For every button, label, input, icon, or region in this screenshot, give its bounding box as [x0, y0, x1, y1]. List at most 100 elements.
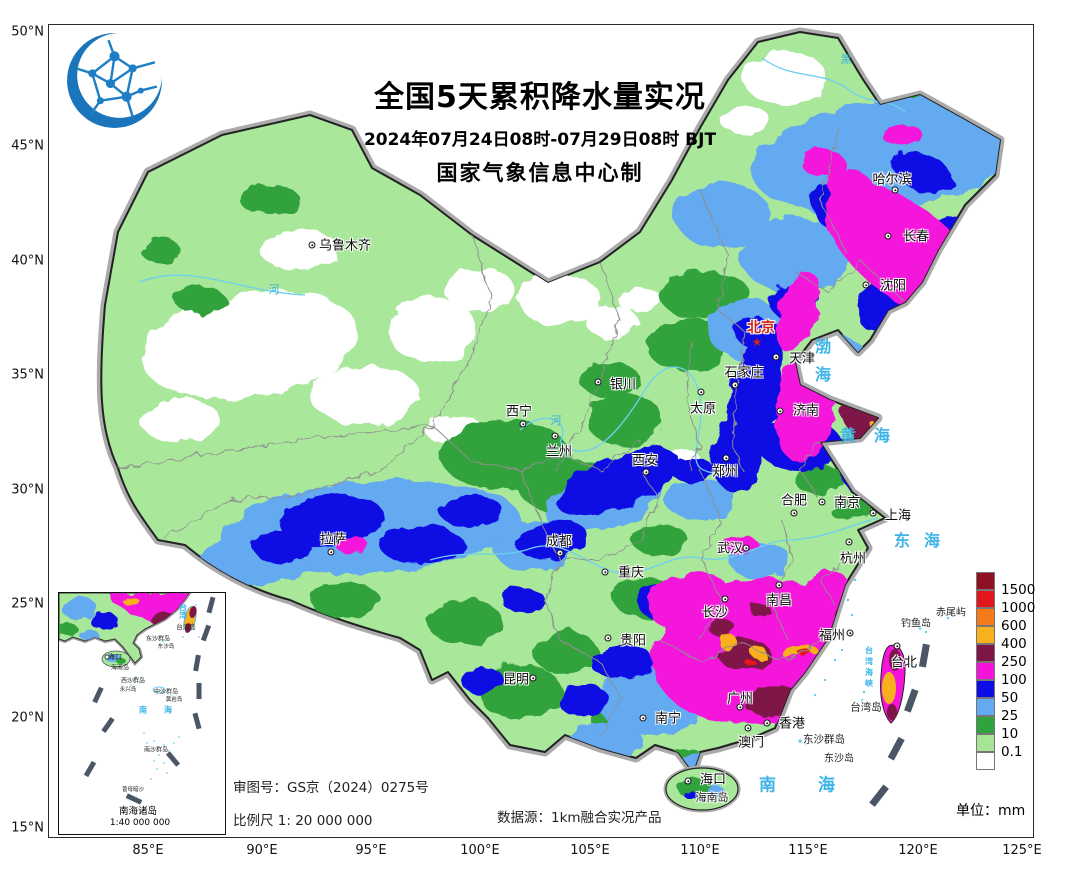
- inset-label-东沙岛: 东沙岛: [157, 644, 175, 650]
- sea-label-东海: 东海: [893, 531, 955, 550]
- legend-swatch-250: [976, 644, 995, 662]
- city-marker-南京: [818, 498, 826, 506]
- city-label-重庆: 重庆: [617, 565, 645, 581]
- city-label-台北: 台北: [890, 655, 918, 671]
- city-marker-西宁: [519, 420, 527, 428]
- lat-tick-45°N: 45°N: [11, 138, 44, 154]
- city-label-广州: 广州: [726, 691, 754, 707]
- city-marker-澳门: [744, 724, 752, 732]
- inset-nine-dash-line: [83, 596, 216, 805]
- inset-label-海口: 海口: [108, 653, 122, 661]
- inset-label-台湾岛: 台湾岛: [176, 623, 196, 631]
- south-china-sea-inset: 台湾 台湾岛 东沙群岛 东沙岛 海口 海南岛 西沙群岛 永兴岛 中沙群岛 黄岩岛南 海南沙群岛 曾母暗…: [58, 592, 226, 835]
- nine-dash-line: [869, 643, 930, 807]
- legend-value-1500: 1500: [1001, 582, 1036, 598]
- city-marker-贵阳: [604, 634, 612, 642]
- taiwan-island: [880, 644, 906, 724]
- river-label-河: 河: [268, 283, 280, 296]
- inset-label-黄岩岛: 黄岩岛: [165, 697, 183, 703]
- city-label-海口: 海口: [699, 772, 727, 788]
- inset-caption: 南海诸岛: [118, 806, 158, 817]
- legend-swatch-100: [976, 662, 995, 680]
- island-label-东沙群岛: 东沙群岛: [803, 733, 845, 746]
- lon-tick-105°E: 105°E: [570, 843, 610, 858]
- legend-swatch-0.1: [976, 734, 995, 752]
- lat-tick-20°N: 20°N: [11, 710, 44, 726]
- island-label-台湾岛: 台湾岛: [850, 701, 882, 714]
- city-marker-台北: [893, 642, 901, 650]
- island-label-海南岛: 海南岛: [695, 791, 729, 804]
- legend-value-0.1: 0.1: [1001, 744, 1023, 760]
- sea-label-台湾海峡: 台湾海峡: [864, 646, 874, 690]
- city-marker-拉萨: [327, 548, 335, 556]
- island-label-赤尾屿: 赤尾屿: [936, 607, 966, 619]
- city-marker-石家庄: [731, 381, 739, 389]
- city-label-南昌: 南昌: [765, 593, 793, 609]
- capital-star-marker: ★: [751, 335, 763, 349]
- city-label-乌鲁木齐: 乌鲁木齐: [318, 238, 372, 254]
- city-label-石家庄: 石家庄: [724, 365, 764, 381]
- data-source: 数据源：1km融合实况产品: [497, 810, 662, 826]
- inset-label-南沙群岛: 南沙群岛: [143, 746, 169, 754]
- city-marker-长春: [884, 232, 892, 240]
- city-label-澳门: 澳门: [737, 735, 765, 751]
- legend-swatch-10: [976, 716, 995, 734]
- city-marker-哈尔滨: [891, 186, 899, 194]
- inset-labels: 台湾 台湾岛 东沙群岛 东沙岛 海口 海南岛 西沙群岛 永兴岛 中沙群岛 黄岩岛南 海南沙群岛 曾母暗…: [59, 593, 225, 834]
- city-marker-长沙: [721, 595, 729, 603]
- city-label-济南: 济南: [792, 403, 820, 419]
- legend-swatch-50: [976, 680, 995, 698]
- inset-label-海南岛: 海南岛: [110, 664, 130, 672]
- city-marker-福州: [846, 629, 854, 637]
- legend-swatch-below-min: [976, 752, 995, 770]
- lat-tick-35°N: 35°N: [11, 367, 44, 383]
- lon-tick-115°E: 115°E: [788, 843, 828, 858]
- rivers: [139, 57, 906, 574]
- city-marker-成都: [556, 549, 564, 557]
- city-marker-重庆: [601, 568, 609, 576]
- inset-label-永兴岛: 永兴岛: [119, 687, 137, 693]
- city-marker-兰州: [551, 432, 559, 440]
- river-label-黑: 黑: [840, 53, 852, 66]
- city-label-天津: 天津: [788, 351, 816, 367]
- city-label-南京: 南京: [833, 495, 861, 511]
- city-marker-杭州: [845, 538, 853, 546]
- city-label-西宁: 西宁: [505, 404, 533, 420]
- legend-value-600: 600: [1001, 618, 1027, 634]
- legend-swatch-600: [976, 608, 995, 626]
- inset-label-中沙群岛: 中沙群岛: [153, 688, 179, 696]
- lat-tick-50°N: 50°N: [11, 24, 44, 40]
- lon-tick-95°E: 95°E: [355, 843, 387, 858]
- city-label-上海: 上海: [884, 508, 912, 524]
- city-marker-昆明: [529, 674, 537, 682]
- legend-value-10: 10: [1001, 726, 1019, 742]
- city-marker-乌鲁木齐: [308, 241, 316, 249]
- sea-label-黄海: 黄海: [839, 426, 909, 445]
- city-marker-银川: [594, 378, 602, 386]
- legend-unit-label: 单位：mm: [956, 803, 1026, 819]
- lon-tick-85°E: 85°E: [132, 843, 164, 858]
- city-label-银川: 银川: [609, 377, 637, 393]
- city-marker-西安: [642, 468, 650, 476]
- city-label-长春: 长春: [902, 229, 930, 245]
- city-label-南宁: 南宁: [654, 711, 682, 727]
- lat-tick-25°N: 25°N: [11, 596, 44, 612]
- city-marker-沈阳: [862, 281, 870, 289]
- city-label-成都: 成都: [545, 534, 573, 550]
- city-marker-济南: [776, 407, 784, 415]
- map-scale: 比例尺 1: 20 000 000: [233, 813, 373, 829]
- island-label-钓鱼岛: 钓鱼岛: [901, 618, 931, 630]
- legend-value-100: 100: [1001, 672, 1027, 688]
- lat-tick-30°N: 30°N: [11, 482, 44, 498]
- map-period: 2024年07月24日08时-07月29日08时 BJT: [363, 130, 717, 150]
- city-label-郑州: 郑州: [711, 464, 739, 480]
- inset-label-台湾: 台湾: [178, 603, 188, 619]
- city-label-沈阳: 沈阳: [879, 278, 907, 294]
- city-label-拉萨: 拉萨: [319, 532, 347, 548]
- city-marker-太原: [697, 388, 705, 396]
- sea-label-渤海: 渤海: [812, 338, 831, 394]
- nmic-logo: [67, 33, 162, 128]
- city-label-昆明: 昆明: [502, 672, 530, 688]
- lat-tick-15°N: 15°N: [11, 820, 44, 836]
- inset-label-海: 海: [164, 705, 172, 715]
